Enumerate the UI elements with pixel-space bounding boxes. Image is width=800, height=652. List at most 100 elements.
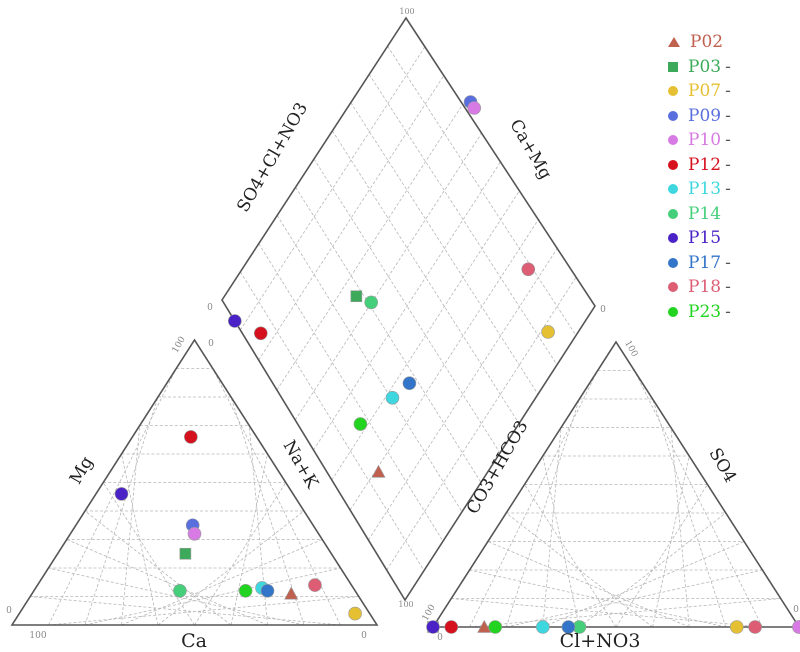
legend-label-p17: P17 bbox=[688, 252, 722, 273]
diamond-grid-a bbox=[350, 102, 539, 395]
legend-dash-p12: - bbox=[725, 154, 731, 175]
diamond-grid-a bbox=[368, 74, 558, 366]
point-p17-diamond bbox=[402, 376, 417, 391]
diamond-grid-a bbox=[258, 243, 444, 542]
axis-label-ca: Ca bbox=[181, 630, 207, 652]
diamond-grid-b bbox=[368, 248, 558, 541]
legend-dash-p13: - bbox=[725, 179, 731, 200]
legend-marker-p23 bbox=[668, 306, 678, 317]
tick-cation-bottom-left-label: 100 bbox=[29, 631, 46, 641]
point-p10-cation bbox=[187, 526, 202, 541]
legend: P02 P03- P07- P09- P10- P12- P13- P14 P15 P17- P18… bbox=[668, 30, 798, 324]
anion-triangle-grid-l bbox=[469, 569, 726, 628]
point-p18-anion bbox=[748, 620, 762, 634]
diamond-grid-a bbox=[313, 158, 501, 454]
point-p14-diamond bbox=[364, 295, 379, 310]
diamond-grid-a bbox=[295, 186, 482, 483]
axis-label-diamond-left: SO4+Cl+NO3 bbox=[233, 99, 312, 215]
anion-triangle-grid-r bbox=[615, 484, 708, 628]
diamond-grid-b bbox=[313, 161, 501, 451]
legend-item-p02: P02 bbox=[668, 30, 798, 55]
point-p12-anion bbox=[444, 620, 459, 634]
point-p13-anion bbox=[535, 620, 550, 634]
point-p02-cation bbox=[284, 586, 299, 600]
point-p07-cation bbox=[348, 606, 362, 621]
diamond-grid-a bbox=[240, 271, 425, 571]
tick-diamond-bottom: 100 bbox=[398, 600, 413, 609]
diamond-frame bbox=[221, 16, 596, 602]
cation-triangle-grid-l bbox=[48, 368, 177, 626]
diamond-grid-a bbox=[332, 130, 520, 424]
point-p10-diamond bbox=[467, 101, 482, 115]
tick-cation-bottom-left: 0 bbox=[6, 606, 12, 616]
cation-triangle-grid-r bbox=[194, 482, 287, 626]
legend-label-p02: P02 bbox=[690, 32, 724, 53]
point-p03-cation bbox=[179, 547, 192, 560]
legend-label-p09: P09 bbox=[688, 105, 722, 126]
legend-item-p10: P10- bbox=[668, 128, 798, 153]
legend-item-p09: P09- bbox=[668, 104, 798, 129]
tick-anion-bottom-left: 100 bbox=[421, 603, 438, 623]
point-p02-anion bbox=[477, 619, 492, 633]
anion-triangle-grid-r bbox=[542, 541, 745, 628]
tick-diamond-left: 0 bbox=[207, 303, 213, 313]
legend-marker-p09 bbox=[668, 110, 678, 121]
legend-item-p03: P03- bbox=[668, 55, 798, 80]
axis-label-diamond-right: Ca+Mg bbox=[505, 116, 555, 183]
diamond-grid-b bbox=[276, 104, 464, 391]
point-p17-cation bbox=[260, 583, 275, 598]
point-p18-diamond bbox=[521, 262, 536, 277]
point-p12-cation bbox=[184, 430, 198, 444]
legend-label-p03: P03 bbox=[688, 56, 722, 77]
diamond-grid-a bbox=[387, 45, 577, 336]
anion-triangle-grid-r bbox=[506, 569, 763, 628]
legend-marker-p02 bbox=[668, 37, 680, 48]
point-p15-cation bbox=[114, 487, 129, 501]
diamond-grid-b bbox=[258, 75, 445, 361]
legend-dash-p17: - bbox=[725, 252, 731, 273]
legend-dash-p07: - bbox=[725, 81, 731, 102]
axis-label-cl-no3: Cl+NO3 bbox=[560, 630, 641, 652]
legend-item-p17: P17- bbox=[668, 251, 798, 276]
legend-dash-p09: - bbox=[725, 105, 731, 126]
point-p12-diamond bbox=[253, 326, 268, 341]
point-p13-diamond bbox=[385, 390, 400, 405]
legend-label-p14: P14 bbox=[688, 203, 722, 224]
diamond-grid-b bbox=[294, 132, 482, 421]
legend-dash-p10: - bbox=[725, 130, 731, 151]
anion-triangle-grid-r bbox=[633, 370, 763, 628]
anion-triangle-frame bbox=[431, 340, 800, 628]
legend-item-p18: P18- bbox=[668, 275, 798, 300]
legend-item-p23: P23- bbox=[668, 300, 798, 325]
tick-anion-bottom-left-under: 0 bbox=[437, 633, 443, 643]
diamond-grid-b bbox=[349, 219, 539, 511]
legend-marker-p13 bbox=[668, 184, 678, 195]
diamond-grid-b bbox=[239, 46, 426, 331]
legend-item-p12: P12- bbox=[668, 153, 798, 178]
tick-diamond-top: 100 bbox=[399, 7, 414, 16]
legend-marker-p17 bbox=[668, 257, 678, 268]
legend-label-p10: P10 bbox=[688, 130, 722, 151]
diamond-grid-a bbox=[276, 215, 463, 513]
anion-triangle-grid-r bbox=[670, 427, 690, 628]
legend-dash-p23: - bbox=[725, 301, 731, 322]
point-p17-anion bbox=[561, 620, 576, 634]
cation-triangle-grid-r bbox=[121, 539, 323, 626]
legend-marker-p10 bbox=[668, 135, 678, 146]
legend-marker-p07 bbox=[668, 86, 678, 97]
legend-dash-p18: - bbox=[725, 277, 731, 298]
legend-marker-p15 bbox=[668, 233, 678, 244]
legend-marker-p03 bbox=[668, 61, 678, 72]
legend-item-p15: P15 bbox=[668, 226, 798, 251]
tick-anion-bottom-right: 0 bbox=[793, 605, 799, 615]
diamond-grid-b bbox=[386, 276, 577, 571]
cation-triangle-grid-r bbox=[84, 567, 341, 626]
point-p18-cation bbox=[308, 578, 322, 592]
cation-triangle-grid-l bbox=[30, 596, 341, 626]
point-p14-cation bbox=[173, 583, 187, 598]
cation-triangle-grid-r bbox=[230, 453, 268, 626]
axis-label-co3-hco3: CO3+HCO3 bbox=[463, 417, 533, 518]
legend-dash-p03: - bbox=[725, 56, 731, 77]
tick-diamond-right: 0 bbox=[600, 305, 606, 315]
anion-triangle-grid-l bbox=[469, 370, 599, 628]
